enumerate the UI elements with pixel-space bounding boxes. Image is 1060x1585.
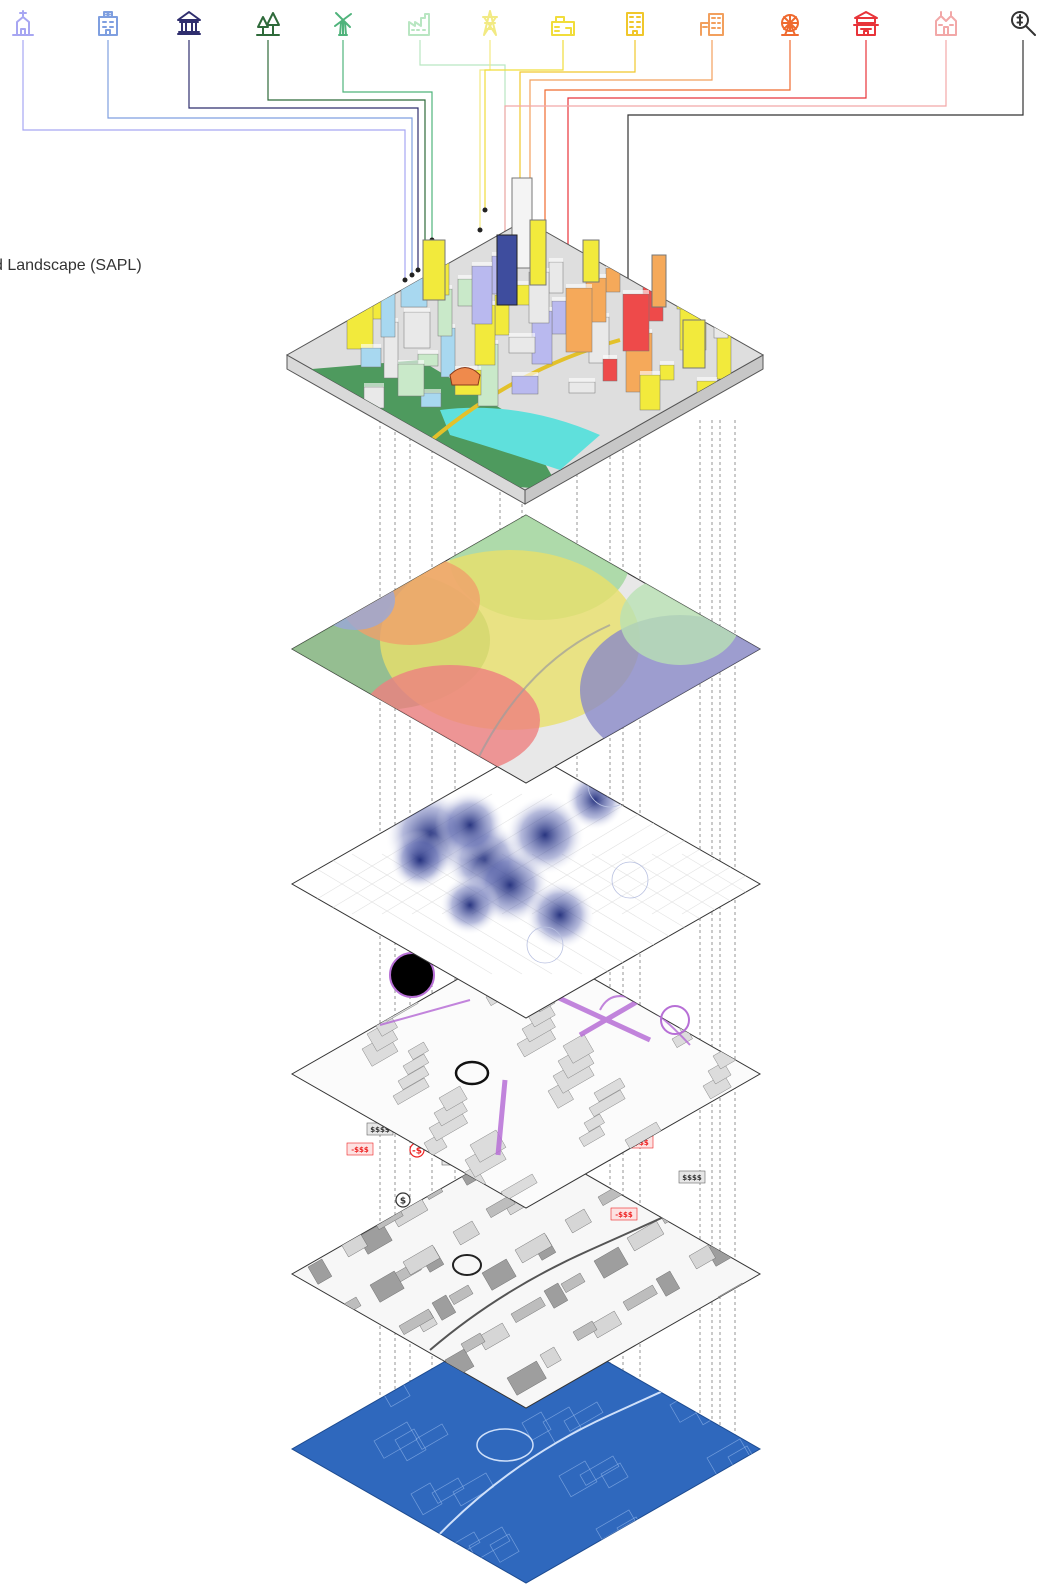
leader-line-warehouse: [482, 40, 564, 213]
svg-text:$$$$: $$$$: [370, 1126, 390, 1134]
leader-line-hospital: [107, 40, 415, 278]
category-icon-row: [0, 0, 1060, 50]
city-3d-model-layer: [285, 177, 765, 505]
hotel-icon: [620, 8, 650, 38]
leader-line-hotel: [517, 40, 636, 213]
leader-line-apartment: [527, 40, 713, 233]
svg-text:$: $: [400, 1197, 406, 1207]
base-map-blueprint-layer: [290, 1314, 762, 1584]
density-heatmap-layer: [290, 749, 762, 1019]
warehouse-icon: [548, 8, 578, 38]
museum-icon: [174, 8, 204, 38]
leader-line-amusement-park: [542, 40, 791, 243]
church-icon: [8, 8, 38, 38]
windmill-icon: [328, 8, 358, 38]
search-money-icon: [1008, 8, 1038, 38]
economic-label: $$$$: [678, 1170, 706, 1184]
economic-label: -$$$: [346, 1142, 374, 1156]
land-use-zones-layer: [290, 514, 762, 784]
svg-text:-$$$: -$$$: [615, 1211, 633, 1219]
economic-label: $: [395, 1192, 411, 1208]
leader-line-power-tower: [477, 40, 491, 233]
svg-text:-$: -$: [412, 1147, 422, 1157]
pagoda-icon: [851, 8, 881, 38]
leader-line-church: [22, 40, 408, 283]
park-trees-icon: [253, 8, 283, 38]
apartment-icon: [697, 8, 727, 38]
hospital-icon: [93, 8, 123, 38]
svg-text:-$$$: -$$$: [351, 1146, 369, 1154]
factory-icon: [405, 8, 435, 38]
power-tower-icon: [475, 8, 505, 38]
economic-label: -$$$: [610, 1207, 638, 1221]
temple-icon: [931, 8, 961, 38]
leader-line-park-trees: [267, 40, 428, 258]
amusement-park-icon: [775, 8, 805, 38]
svg-text:$$$$: $$$$: [682, 1174, 702, 1182]
caption-text: d Landscape (SAPL): [0, 257, 142, 274]
leader-line-museum: [188, 40, 421, 273]
leader-line-windmill: [342, 40, 435, 243]
